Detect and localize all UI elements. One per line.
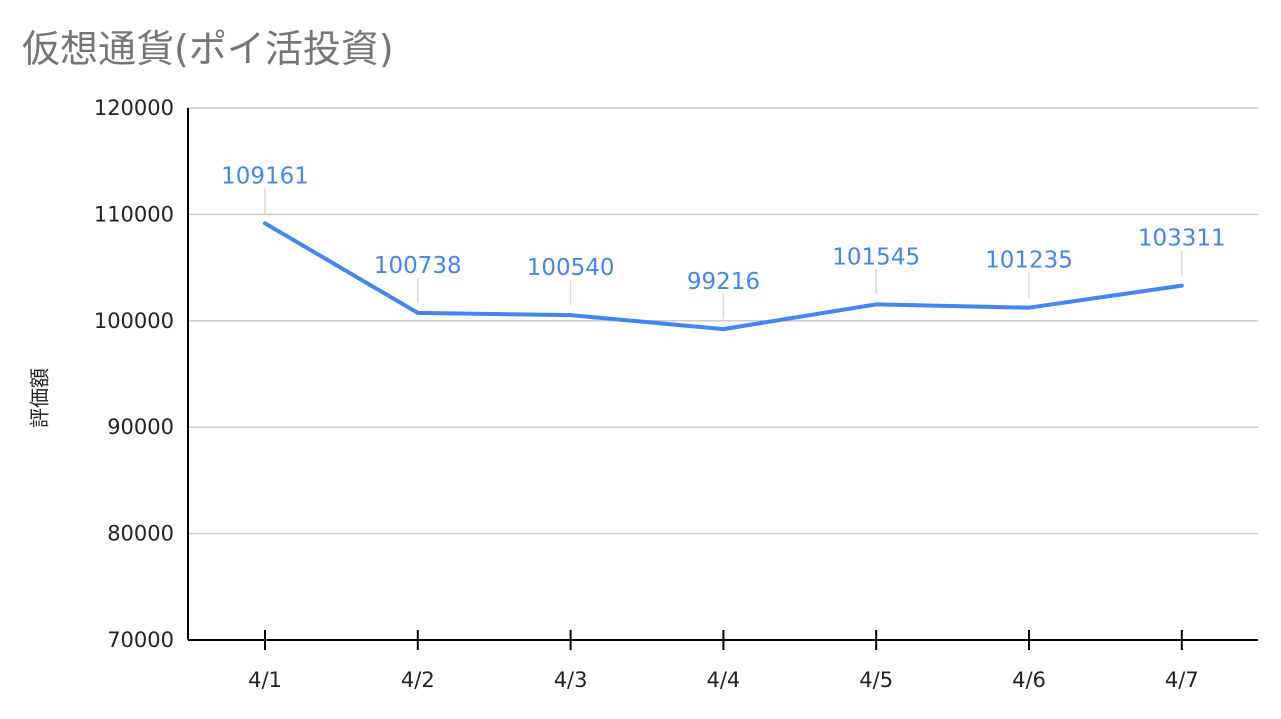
x-tick-label: 4/3 — [554, 668, 588, 692]
series-line — [263, 221, 1184, 332]
series — [263, 221, 1184, 332]
data-label: 101235 — [985, 248, 1073, 274]
y-tick-label: 100000 — [94, 309, 174, 333]
chart-title: 仮想通貨(ポイ活投資) — [22, 27, 394, 71]
y-tick-label: 120000 — [94, 96, 174, 120]
data-labels: 109161 100738 100540 99216 101545 101235 10331… — [221, 163, 1226, 295]
data-label: 103311 — [1138, 226, 1226, 252]
data-label: 100540 — [527, 255, 615, 281]
y-tick-label: 110000 — [94, 202, 174, 226]
x-tick-label: 4/4 — [707, 668, 741, 692]
x-tick-label: 4/7 — [1165, 668, 1199, 692]
data-label: 100738 — [374, 253, 462, 279]
gridlines — [188, 107, 1258, 535]
axes — [187, 108, 1258, 641]
data-label: 101545 — [832, 244, 920, 270]
data-label: 99216 — [687, 269, 760, 295]
y-axis-ticks: 70000 80000 90000 100000 110000 120000 — [94, 96, 174, 652]
data-label: 109161 — [221, 163, 309, 189]
y-tick-label: 80000 — [107, 522, 174, 546]
x-tick-label: 4/6 — [1012, 668, 1046, 692]
y-tick-label: 90000 — [107, 415, 174, 439]
x-tick-label: 4/2 — [401, 668, 435, 692]
x-axis-ticks: 4/1 4/2 4/3 4/4 4/5 4/6 4/7 — [248, 630, 1199, 692]
x-tick-label: 4/1 — [248, 668, 282, 692]
x-tick-label: 4/5 — [859, 668, 893, 692]
y-tick-label: 70000 — [107, 628, 174, 652]
data-label-leaders — [264, 188, 1183, 320]
